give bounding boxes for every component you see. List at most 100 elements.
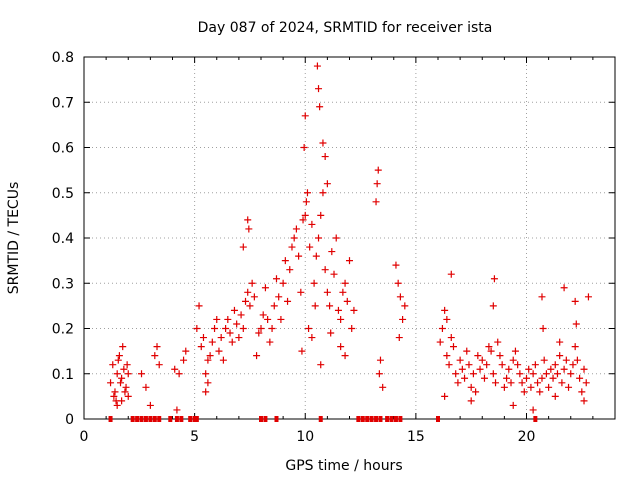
data-point	[443, 352, 451, 360]
data-point	[290, 234, 298, 242]
data-point	[534, 379, 542, 387]
data-point	[124, 392, 132, 400]
data-point	[315, 85, 323, 93]
data-point	[118, 374, 126, 382]
data-point	[317, 211, 325, 219]
data-point	[193, 325, 201, 332]
data-point	[246, 302, 254, 310]
y-tick-label: 0.5	[52, 186, 74, 202]
data-point	[511, 347, 519, 355]
data-point	[171, 365, 179, 373]
data-point	[580, 365, 588, 373]
data-point	[458, 365, 466, 373]
data-point	[120, 365, 128, 373]
zero-flag-mark	[148, 416, 153, 422]
data-point	[395, 334, 403, 342]
data-point	[288, 243, 296, 251]
data-point	[436, 338, 444, 346]
data-point	[556, 338, 564, 346]
data-point	[542, 370, 550, 378]
data-point	[516, 370, 524, 378]
data-point	[123, 361, 131, 369]
data-point	[505, 365, 513, 373]
data-point	[199, 334, 207, 342]
data-point	[173, 406, 181, 414]
data-point	[449, 343, 457, 351]
zero-flag-mark	[263, 416, 268, 422]
data-point	[211, 325, 219, 332]
data-point	[571, 343, 579, 351]
data-point	[115, 352, 123, 360]
zero-flag-mark	[157, 416, 162, 422]
data-point	[311, 302, 319, 310]
data-point	[208, 338, 216, 346]
data-point	[292, 225, 300, 233]
data-point	[401, 302, 409, 310]
data-point	[514, 361, 522, 369]
data-point	[146, 401, 154, 409]
data-point	[245, 225, 253, 233]
y-tick-label: 0.2	[52, 322, 74, 338]
data-point	[138, 370, 146, 378]
data-point	[560, 284, 568, 292]
data-point	[576, 374, 584, 382]
data-point	[373, 180, 381, 188]
data-point	[556, 352, 564, 360]
data-point	[303, 189, 311, 197]
data-point	[121, 388, 129, 396]
data-point	[485, 343, 493, 351]
data-point	[326, 302, 334, 310]
data-point	[487, 347, 495, 355]
zero-flag-mark	[108, 416, 113, 422]
data-point	[308, 334, 316, 342]
y-tick-label: 0.1	[52, 367, 74, 383]
data-point	[272, 275, 280, 283]
data-point	[469, 370, 477, 378]
data-point	[572, 320, 580, 328]
y-tick-label: 0.6	[52, 141, 74, 157]
data-point	[500, 383, 508, 391]
data-point	[255, 329, 263, 337]
data-point	[476, 365, 484, 373]
zero-flag-mark	[389, 416, 394, 422]
data-point	[155, 361, 163, 369]
data-point	[341, 279, 349, 287]
data-point	[213, 315, 221, 323]
data-point	[560, 365, 568, 373]
data-point	[253, 352, 261, 360]
data-point	[456, 356, 464, 364]
data-point	[117, 379, 125, 387]
data-point	[275, 293, 283, 301]
data-point	[551, 392, 559, 400]
data-point	[286, 266, 294, 274]
zero-flag-mark	[398, 416, 403, 422]
data-point	[302, 198, 310, 206]
data-point	[244, 288, 252, 296]
data-point	[525, 365, 533, 373]
data-point	[277, 315, 285, 323]
data-point	[492, 379, 500, 387]
data-point	[300, 144, 308, 151]
data-point	[527, 383, 535, 391]
y-tick-label: 0.8	[52, 50, 74, 66]
data-point	[297, 288, 305, 296]
data-point	[195, 302, 203, 310]
zero-flag-mark	[374, 416, 379, 422]
zero-flag-mark	[385, 416, 390, 422]
x-tick-label: 15	[407, 429, 425, 445]
data-point	[565, 383, 573, 391]
data-point	[332, 234, 340, 242]
data-point	[248, 279, 256, 287]
data-point	[328, 248, 336, 256]
axis-ticks: 0 5 10 15 20 0 0.1 0.2 0.3 0.4 0.5 0.6 0.7 0.8	[52, 50, 615, 445]
data-point	[217, 334, 225, 342]
data-point	[507, 379, 515, 387]
data-point	[113, 370, 121, 378]
data-point	[301, 112, 309, 120]
data-point	[228, 338, 236, 346]
data-point	[463, 347, 471, 355]
data-point	[341, 352, 349, 360]
data-points	[107, 62, 592, 422]
data-point	[204, 379, 212, 387]
